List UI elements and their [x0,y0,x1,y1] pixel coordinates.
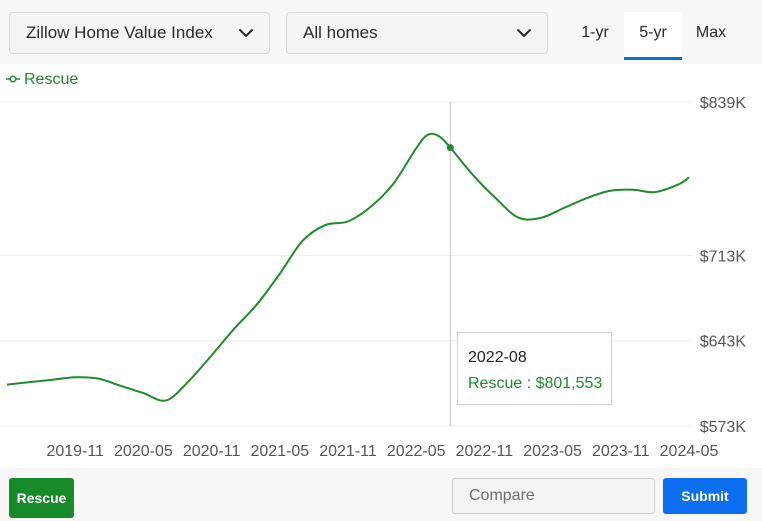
y-tick-label: $713K [700,248,747,265]
y-tick-label: $573K [700,419,747,436]
homes-select-value: All homes [303,23,378,42]
tab-1-yr[interactable]: 1-yr [581,24,609,41]
hover-tooltip: 2022-08 Rescue : $801,553 [457,332,612,405]
x-tick-label: 2020-11 [183,443,241,460]
rescue-button[interactable]: Rescue [9,478,74,518]
metric-select[interactable]: Zillow Home Value Index [9,12,270,54]
tab-max[interactable]: Max [695,24,727,41]
compare-input[interactable] [452,478,655,514]
submit-button[interactable]: Submit [663,478,747,514]
chevron-down-icon [517,29,531,37]
x-tick-label: 2022-11 [456,443,514,460]
tab-5-yr[interactable]: 5-yr [624,12,682,60]
homes-select[interactable]: All homes [286,12,548,54]
y-tick-label: $839K [700,95,747,112]
x-tick-label: 2020-05 [114,443,173,460]
x-tick-label: 2022-05 [387,443,446,460]
chart-panel: Rescue $573K $643K $713K $839K 2019-11 2020-… [0,64,762,468]
legend: Rescue [6,71,78,88]
series-line-1 [6,132,690,402]
x-tick-label: 2023-11 [592,443,650,460]
hover-point [446,144,454,152]
chevron-down-icon [239,29,253,37]
x-tick-label: 2023-05 [523,443,582,460]
legend-label: Rescue [24,71,78,88]
x-tick-label: 2024-05 [660,443,719,460]
x-tick-label: 2019-11 [46,443,104,460]
home-value-chart: Rescue $573K $643K $713K $839K 2019-11 2020-… [0,71,747,460]
x-tick-label: 2021-11 [319,443,377,460]
range-tabs: 1-yr 5-yr Max [566,12,740,60]
y-tick-label: $643K [700,334,747,351]
metric-select-value: Zillow Home Value Index [26,23,213,42]
tooltip-date: 2022-08 [468,349,527,366]
legend-marker-icon [9,75,17,83]
x-tick-label: 2021-05 [250,443,309,460]
tooltip-value: Rescue : $801,553 [468,375,603,392]
